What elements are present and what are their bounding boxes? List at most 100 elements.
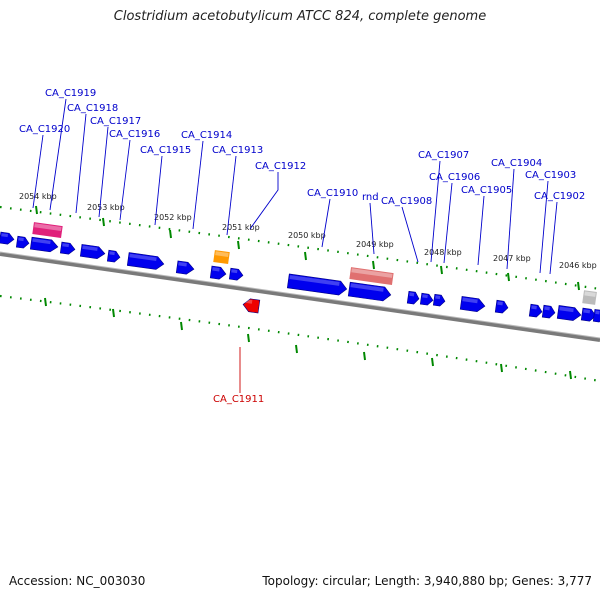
scale-ticks <box>35 205 580 380</box>
scale-tick <box>180 321 183 331</box>
gene-arrow[interactable] <box>556 305 582 321</box>
scale-tick <box>35 205 38 215</box>
gene-label[interactable]: CA_C1907 <box>418 150 469 161</box>
scale-tick <box>112 308 115 318</box>
gene-arrow[interactable] <box>29 236 59 253</box>
label-leader-line <box>321 198 331 248</box>
gene-label[interactable]: CA_C1917 <box>90 116 141 127</box>
gene-arrow[interactable] <box>79 244 106 259</box>
gene-arrow[interactable] <box>0 231 15 245</box>
orange-feature[interactable] <box>213 250 230 265</box>
scale-label: 2051 kbp <box>222 223 260 232</box>
gene-label[interactable]: CA_C1906 <box>429 172 480 183</box>
gene-label[interactable]: CA_C1916 <box>109 129 160 140</box>
pink-feature[interactable] <box>32 222 63 239</box>
gene-label[interactable]: CA_C1913 <box>212 145 263 156</box>
scale-label: 2054 kbp <box>19 192 57 201</box>
gene-arrow[interactable] <box>15 235 30 249</box>
gene-arrow[interactable] <box>580 307 597 322</box>
gene-arrow[interactable] <box>209 265 227 280</box>
scale-label: 2053 kbp <box>87 203 125 212</box>
scale-tick <box>102 217 105 227</box>
gene-arrow[interactable] <box>242 298 261 314</box>
scale-tick <box>500 363 503 373</box>
gene-arrow[interactable] <box>228 267 244 281</box>
label-leader-line <box>549 201 558 275</box>
gene-arrow[interactable] <box>286 273 348 296</box>
inner-scale-arc <box>0 294 600 383</box>
accession-text: Accession: NC_003030 <box>9 574 146 588</box>
gene-label[interactable]: CA_C1902 <box>534 191 585 202</box>
scale-label: 2052 kbp <box>154 213 192 222</box>
label-leader-line <box>49 98 67 211</box>
gene-arrow[interactable] <box>126 252 165 271</box>
label-leader-line <box>430 160 441 263</box>
scale-label: 2050 kbp <box>288 231 326 240</box>
scale-tick <box>247 333 250 343</box>
gene-arrow[interactable] <box>494 299 509 314</box>
gene-label[interactable]: CA_C1911 <box>213 394 264 405</box>
label-leader-line <box>477 195 485 266</box>
scale-label: 2047 kbp <box>493 254 531 263</box>
gene-label[interactable]: CA_C1914 <box>181 130 232 141</box>
label-leader-line <box>119 139 131 221</box>
label-leaders <box>32 98 558 393</box>
label-leader-line <box>98 126 109 218</box>
scale-tick <box>577 281 580 291</box>
genome-backbone <box>0 252 600 342</box>
gene-arrow[interactable] <box>347 281 392 302</box>
scale-tick <box>363 351 366 361</box>
gene-label[interactable]: CA_C1903 <box>525 170 576 181</box>
map-title: Clostridium acetobutylicum ATCC 824, com… <box>113 9 487 24</box>
gene-label[interactable]: CA_C1918 <box>67 103 118 114</box>
salmon-feature[interactable] <box>349 267 394 286</box>
gene-label[interactable]: CA_C1910 <box>307 188 358 199</box>
gene-arrow[interactable] <box>106 249 121 263</box>
gene-label[interactable]: CA_C1920 <box>19 124 70 135</box>
label-leader-line <box>369 202 375 255</box>
gene-arrow[interactable] <box>459 296 486 312</box>
gene-arrow[interactable] <box>406 290 420 305</box>
scale-tick <box>44 297 47 307</box>
scale-label: 2046 kbp <box>559 261 597 270</box>
gene-label[interactable]: CA_C1908 <box>381 196 432 207</box>
gene-label[interactable]: CA_C1915 <box>140 145 191 156</box>
gene-label[interactable]: CA_C1904 <box>491 158 542 169</box>
scale-labels: 2054 kbp 2053 kbp 2052 kbp 2051 kbp 2050 kbp… <box>19 192 597 270</box>
label-leader-line <box>226 155 237 236</box>
gene-arrow[interactable] <box>419 292 434 306</box>
label-leader-line <box>506 168 515 270</box>
genome-summary-text: Topology: circular; Length: 3,940,880 bp… <box>262 574 592 588</box>
gene-arrow[interactable] <box>541 304 556 319</box>
label-leader-line <box>443 182 453 264</box>
label-leader-line <box>192 140 204 230</box>
gray-feature[interactable] <box>582 290 597 305</box>
label-leader-line <box>154 155 163 226</box>
label-leader-line <box>401 206 419 263</box>
gene-labels: CA_C1920 CA_C1919 CA_C1918 CA_C1917 CA_C1916… <box>19 88 585 405</box>
scale-label: 2049 kbp <box>356 240 394 249</box>
label-leader-line <box>539 180 549 274</box>
label-leader-line <box>75 113 87 214</box>
label-leader-line <box>32 134 44 209</box>
scale-tick <box>569 370 572 380</box>
scale-tick <box>372 260 375 270</box>
scale-tick <box>431 357 434 367</box>
scale-tick <box>507 272 510 282</box>
scale-tick <box>237 240 240 250</box>
gene-arrow[interactable] <box>528 303 543 318</box>
gene-label[interactable]: CA_C1912 <box>255 161 306 172</box>
gene-arrow[interactable] <box>592 309 600 323</box>
gene-features <box>0 222 600 323</box>
gene-label[interactable]: CA_C1919 <box>45 88 96 99</box>
scale-tick <box>440 265 443 275</box>
gene-label[interactable]: rnd <box>362 192 379 203</box>
scale-label: 2048 kbp <box>424 248 462 257</box>
gene-arrow[interactable] <box>59 241 76 255</box>
gene-arrow[interactable] <box>432 293 446 307</box>
gene-arrow[interactable] <box>175 260 195 275</box>
scale-tick <box>304 251 307 261</box>
label-leader-line <box>249 172 279 230</box>
gene-label[interactable]: CA_C1905 <box>461 185 512 196</box>
